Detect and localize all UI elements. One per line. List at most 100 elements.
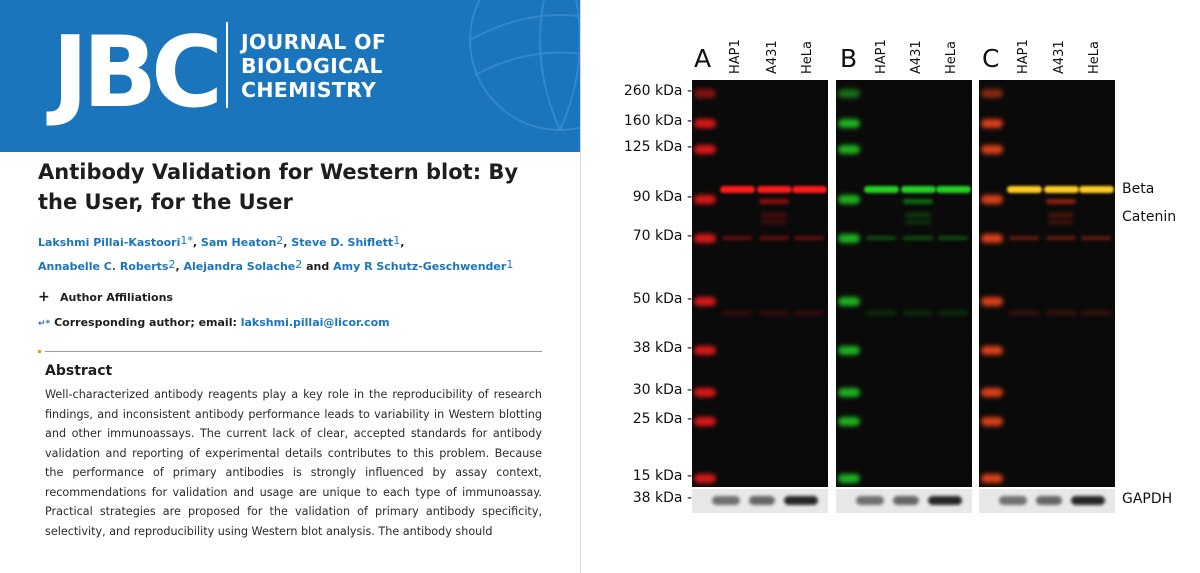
gapdh-band bbox=[784, 496, 818, 505]
extra-band bbox=[761, 220, 787, 224]
author-sup[interactable]: 1 bbox=[506, 258, 514, 271]
beta-catenin-band bbox=[901, 185, 936, 193]
lane-label: A431 bbox=[909, 40, 924, 74]
lane-label: HAP1 bbox=[728, 39, 743, 74]
journal-logo[interactable]: JBC bbox=[52, 16, 223, 130]
panel-letter-a: A bbox=[694, 44, 712, 73]
author-sup[interactable]: 1* bbox=[180, 234, 193, 247]
ladder-band bbox=[838, 233, 860, 243]
blot-panel-a bbox=[692, 80, 828, 487]
section-divider bbox=[45, 351, 542, 352]
extra-band bbox=[761, 213, 787, 217]
mw-marker-label: 25 kDa - bbox=[632, 411, 692, 427]
faint-band bbox=[866, 236, 896, 240]
ladder-band bbox=[838, 194, 860, 204]
author-link[interactable]: Steve D. Shiflett bbox=[291, 236, 394, 249]
ladder-band bbox=[838, 473, 860, 483]
ladder-band bbox=[838, 144, 860, 154]
author-link[interactable]: Annabelle C. Roberts bbox=[38, 260, 169, 273]
target-label-line: Beta bbox=[1122, 181, 1155, 197]
gapdh-band bbox=[749, 496, 775, 505]
lane-label: HeLa bbox=[800, 41, 815, 74]
author-sup[interactable]: 2 bbox=[295, 258, 303, 271]
beta-catenin-band bbox=[792, 185, 827, 193]
gapdh-strip-c bbox=[979, 489, 1115, 513]
lane-label: A431 bbox=[765, 40, 780, 74]
target-label-line: Catenin bbox=[1122, 209, 1177, 225]
lane-label: A431 bbox=[1052, 40, 1067, 74]
ladder-band bbox=[981, 416, 1003, 426]
ladder-band bbox=[981, 387, 1003, 397]
faint-band bbox=[794, 311, 824, 315]
extra-band bbox=[759, 198, 789, 204]
gapdh-band bbox=[928, 496, 962, 505]
author-link[interactable]: Amy R Schutz-Geschwender bbox=[333, 260, 507, 273]
ladder-band bbox=[838, 387, 860, 397]
author-sup[interactable]: 2 bbox=[168, 258, 176, 271]
ladder-band bbox=[694, 194, 716, 204]
corresponding-author: ↵* Corresponding author; email: lakshmi.… bbox=[38, 316, 390, 329]
faint-band bbox=[938, 311, 968, 315]
journal-name: JOURNAL OF BIOLOGICAL CHEMISTRY bbox=[241, 30, 386, 102]
mw-marker-label: 30 kDa - bbox=[632, 382, 692, 398]
author-list: Lakshmi Pillai-Kastoori1*, Sam Heaton2, … bbox=[38, 231, 558, 279]
mw-marker-label: 160 kDa - bbox=[623, 113, 692, 129]
email-link[interactable]: lakshmi.pillai@licor.com bbox=[240, 316, 390, 329]
extra-band bbox=[905, 213, 931, 217]
gapdh-band bbox=[1071, 496, 1105, 505]
logo-divider bbox=[226, 22, 228, 108]
mw-marker-label: 15 kDa - bbox=[632, 468, 692, 484]
ladder-band bbox=[981, 296, 1003, 306]
journal-name-line: CHEMISTRY bbox=[241, 78, 377, 102]
gapdh-band bbox=[1036, 496, 1062, 505]
author-link[interactable]: Lakshmi Pillai-Kastoori bbox=[38, 236, 181, 249]
western-blot-figure: 260 kDa - 160 kDa - 125 kDa - 90 kDa - 70 kD… bbox=[582, 0, 1200, 573]
ladder-band bbox=[981, 144, 1003, 154]
ladder-band bbox=[981, 233, 1003, 243]
affiliations-label[interactable]: Author Affiliations bbox=[60, 291, 173, 304]
author-affiliations-toggle[interactable]: + Author Affiliations bbox=[38, 289, 173, 305]
panel-letter-c: C bbox=[982, 44, 1000, 73]
beta-catenin-band bbox=[1007, 185, 1042, 193]
author-sup[interactable]: 2 bbox=[276, 234, 284, 247]
ladder-band bbox=[838, 345, 860, 355]
faint-band bbox=[1009, 236, 1039, 240]
gapdh-strip-a bbox=[692, 489, 828, 513]
ladder-band bbox=[981, 118, 1003, 128]
faint-band bbox=[759, 311, 789, 315]
faint-band bbox=[866, 311, 896, 315]
plus-icon[interactable]: + bbox=[38, 289, 50, 305]
gapdh-marker-label: 38 kDa - bbox=[632, 490, 692, 506]
gapdh-band bbox=[712, 496, 740, 505]
abstract-heading: Abstract bbox=[45, 363, 113, 379]
extra-band bbox=[1048, 213, 1074, 217]
faint-band bbox=[1081, 311, 1111, 315]
ladder-band bbox=[981, 88, 1003, 98]
faint-band bbox=[938, 236, 968, 240]
author-sup[interactable]: 1 bbox=[393, 234, 401, 247]
author-line: Annabelle C. Roberts2, Alejandra Solache… bbox=[38, 258, 514, 273]
author-link[interactable]: Sam Heaton bbox=[200, 236, 277, 249]
ladder-band bbox=[694, 144, 716, 154]
gapdh-band bbox=[893, 496, 919, 505]
blot-panel-c bbox=[979, 80, 1115, 487]
mw-marker-label: 38 kDa - bbox=[632, 340, 692, 356]
author-link[interactable]: Alejandra Solache bbox=[183, 260, 296, 273]
faint-band bbox=[1046, 311, 1076, 315]
lane-label: HeLa bbox=[1087, 41, 1102, 74]
blot-panel-b bbox=[836, 80, 972, 487]
ladder-band bbox=[981, 345, 1003, 355]
gapdh-strip-b bbox=[836, 489, 972, 513]
ladder-band bbox=[694, 345, 716, 355]
lane-label: HAP1 bbox=[874, 39, 889, 74]
abstract-text: Well-characterized antibody reagents pla… bbox=[45, 388, 542, 538]
ladder-band bbox=[694, 88, 716, 98]
panel-letter-b: B bbox=[840, 44, 858, 73]
marker-dot bbox=[38, 350, 41, 353]
molecular-weight-markers: 260 kDa - 160 kDa - 125 kDa - 90 kDa - 70 kD… bbox=[582, 0, 692, 573]
ladder-band bbox=[694, 118, 716, 128]
gapdh-band bbox=[856, 496, 884, 505]
faint-band bbox=[759, 236, 789, 240]
journal-name-line: JOURNAL OF bbox=[241, 30, 387, 54]
mw-marker-label: 70 kDa - bbox=[632, 228, 692, 244]
